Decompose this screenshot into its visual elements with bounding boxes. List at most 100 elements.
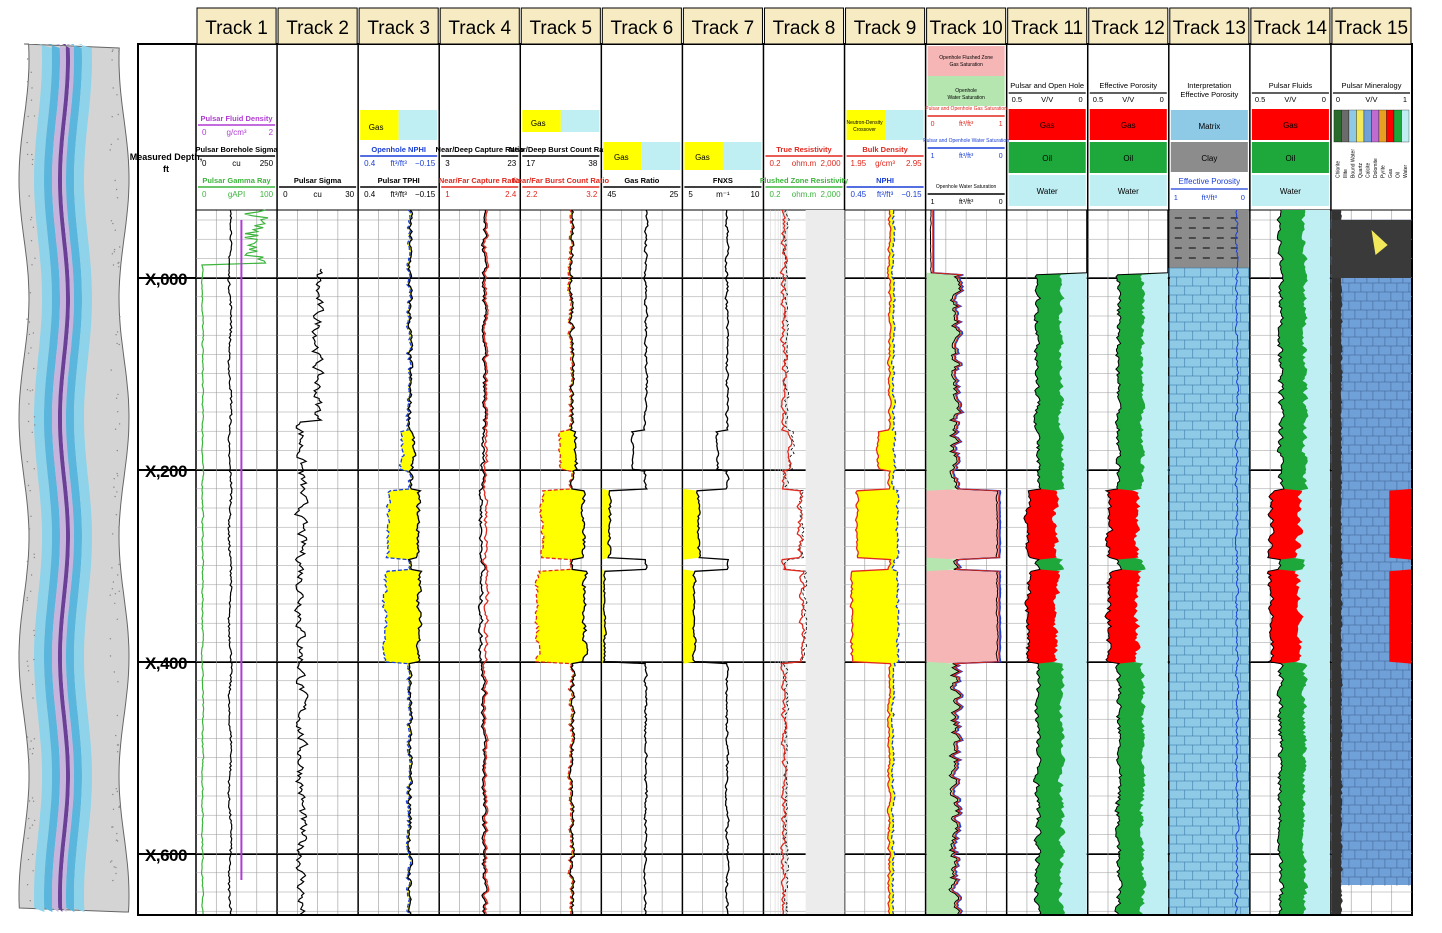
- fluid-legend-label: Oil: [1286, 154, 1296, 163]
- track-title: Track 2: [286, 18, 349, 39]
- curve-name: Near/Far Burst Count Ratio: [512, 176, 609, 185]
- depth-tick-label: X,200: [145, 462, 187, 481]
- true-resistivity-curve: [779, 210, 806, 916]
- sand-grain: [26, 884, 29, 886]
- sand-grain: [116, 342, 118, 345]
- borehole-band: [34, 44, 52, 912]
- scale-min: 0.2: [769, 159, 781, 168]
- porosity-curve: [1023, 210, 1088, 916]
- curve-name: Openhole NPHI: [371, 145, 426, 154]
- scale-max: 30: [345, 190, 354, 199]
- track7-curves: [683, 209, 730, 916]
- scale-max: 3.2: [586, 190, 598, 199]
- track-title: Track 1: [205, 18, 268, 39]
- sand-grain: [27, 352, 30, 354]
- porosity-curve: [1104, 210, 1169, 916]
- scale-min: 1: [931, 153, 935, 160]
- bulk-density-curve: [849, 209, 892, 915]
- scale-max: 100: [260, 190, 274, 199]
- sand-grain: [118, 423, 121, 425]
- sand-grain: [116, 491, 118, 493]
- fluid-legend-box: [1251, 142, 1329, 173]
- scale-min: 0.5: [1255, 95, 1265, 104]
- scale-max: 1: [1403, 95, 1407, 104]
- sand-grain: [31, 87, 33, 89]
- sand-grain: [111, 588, 114, 590]
- track-title: Track 7: [692, 18, 755, 39]
- sand-grain: [116, 832, 118, 835]
- sand-grain: [31, 753, 34, 755]
- borehole-sigma-curve: [227, 209, 233, 916]
- mineral-label: Water: [1403, 165, 1409, 178]
- sand-grain: [117, 681, 119, 683]
- borehole-band: [62, 44, 74, 912]
- fluid-legend-box: [1089, 142, 1167, 173]
- scale-min: 0.2: [769, 190, 781, 199]
- openhole-sw-curve: [929, 209, 999, 916]
- sand-grain: [30, 590, 32, 592]
- borehole-band: [58, 44, 70, 912]
- scale-unit: ohm.m: [792, 159, 817, 168]
- track-title: Track 3: [367, 18, 430, 39]
- sand-grain: [115, 839, 118, 841]
- track-5: Track 5: [519, 7, 602, 915]
- sand-grain: [114, 495, 116, 498]
- track-4: Track 4: [438, 7, 521, 915]
- sw-legend-box: [927, 76, 1005, 106]
- sand-grain: [28, 321, 31, 323]
- gas-legend-label: Gas: [369, 123, 384, 132]
- sand-grain: [32, 158, 34, 161]
- fluid-legend-box: [1008, 142, 1086, 173]
- sand-grain: [111, 50, 114, 53]
- track-title-box: [439, 7, 520, 45]
- sand-grain: [26, 597, 29, 599]
- sand-grain: [33, 553, 35, 555]
- mineral-swatch: [1333, 109, 1342, 143]
- sand-grain: [26, 81, 29, 83]
- sand-grain: [115, 334, 117, 336]
- sand-grain: [28, 528, 31, 530]
- sand-grain: [113, 866, 115, 868]
- shale-zone-fill: [1331, 220, 1411, 278]
- sand-grain: [31, 153, 33, 156]
- sand-grain: [109, 594, 111, 596]
- scale-max: −0.15: [415, 190, 436, 199]
- sand-grain: [26, 461, 29, 463]
- sand-grain: [33, 468, 35, 470]
- sand-grain: [118, 50, 120, 53]
- sand-grain: [111, 253, 114, 255]
- depth-axis-label: ft: [163, 164, 169, 174]
- curve-name: FNXS: [713, 176, 733, 185]
- sand-grain: [26, 318, 28, 320]
- sand-grain: [27, 420, 30, 423]
- fluid-legend-box: [1251, 109, 1329, 140]
- track-title-box: [196, 7, 277, 45]
- track-title: Track 12: [1092, 18, 1165, 39]
- scale-max: 0: [1241, 193, 1245, 202]
- sand-grain: [29, 900, 31, 902]
- scale-min: 1: [931, 199, 935, 206]
- scale-max: 2.95: [906, 159, 922, 168]
- sand-grain: [30, 574, 33, 576]
- mineral-label: Dolomite: [1373, 158, 1379, 178]
- crossover-legend-box: [846, 110, 886, 140]
- scale-unit: cu: [313, 190, 321, 199]
- track-subtitle: Pulsar Fluids: [1269, 81, 1313, 90]
- track-title-box: [845, 7, 926, 45]
- curve-name: Pulsar TPHI: [378, 176, 420, 185]
- sand-grain: [29, 490, 31, 492]
- sand-grain: [27, 115, 29, 118]
- legend-text: Openhole: [955, 88, 977, 94]
- scale-min: 0.5: [1012, 95, 1022, 104]
- mineral-swatch: [1348, 109, 1357, 143]
- track-13: Track 13: [1168, 7, 1250, 915]
- sand-grain: [114, 229, 117, 231]
- sand-grain: [112, 793, 114, 796]
- track8-curves: [779, 209, 808, 916]
- sand-grain: [28, 817, 30, 820]
- depth-axis-label: Measured Depth,: [130, 152, 203, 162]
- sand-grain: [116, 197, 119, 199]
- curve-name: Near/Far Capture Ratio: [439, 176, 521, 185]
- fluid-legend-box: [1089, 175, 1167, 206]
- fluid-legend-label: Gas: [1040, 121, 1055, 130]
